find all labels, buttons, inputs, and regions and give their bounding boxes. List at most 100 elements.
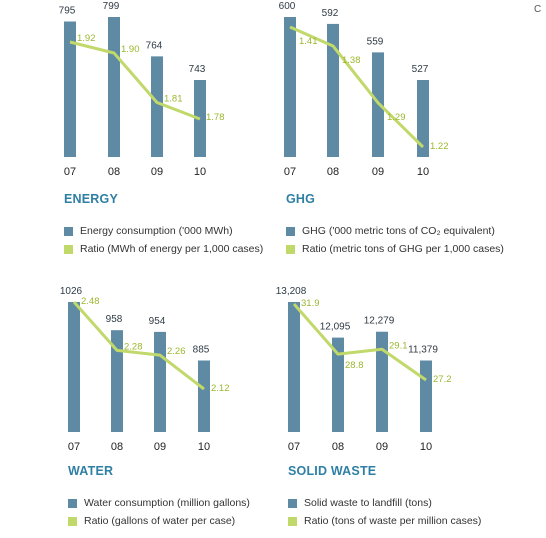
ratio-value-label: 29.1 bbox=[389, 340, 408, 351]
bar-value-label: 592 bbox=[322, 8, 339, 19]
ratio-value-label: 1.22 bbox=[430, 141, 449, 152]
x-tick-label: 07 bbox=[64, 166, 76, 178]
ratio-value-label: 1.81 bbox=[164, 94, 183, 105]
bar-value-label: 600 bbox=[279, 1, 296, 12]
legend: Water consumption (million gallons) Rati… bbox=[68, 494, 250, 530]
bar-value-label: 11,379 bbox=[408, 345, 438, 356]
energy-chart: 795 07 799 08 764 09 743 10 1.92 1.90 1.81 1.78 bbox=[59, 1, 225, 178]
bar bbox=[376, 331, 388, 432]
x-tick-label: 10 bbox=[194, 166, 206, 178]
bar bbox=[288, 302, 300, 432]
bar bbox=[327, 23, 339, 157]
bar bbox=[151, 56, 163, 157]
ghg-chart: 600 07 592 08 559 09 527 10 1.41 1.38 1.29 1.22 bbox=[279, 1, 449, 178]
bar-value-label: 13,208 bbox=[276, 286, 307, 297]
x-tick-label: 08 bbox=[111, 441, 123, 453]
legend-label: Water consumption (million gallons) bbox=[84, 497, 250, 509]
legend-label: Energy consumption ('000 MWh) bbox=[80, 225, 233, 237]
bar-value-label: 799 bbox=[103, 1, 120, 12]
bar-value-label: 958 bbox=[106, 314, 123, 325]
x-tick-label: 07 bbox=[68, 441, 80, 453]
ratio-value-label: 1.78 bbox=[206, 112, 225, 123]
legend-swatch-ratio bbox=[68, 516, 77, 526]
chart-title: GHG bbox=[286, 192, 316, 206]
bar-value-label: 559 bbox=[367, 36, 384, 47]
legend-swatch-bar bbox=[286, 226, 295, 236]
x-tick-label: 09 bbox=[154, 441, 166, 453]
x-tick-label: 10 bbox=[198, 441, 210, 453]
ratio-line bbox=[72, 301, 205, 391]
solid-waste-chart: 13,208 07 12,095 08 12,279 09 11,379 10 31.9 28.8… bbox=[276, 286, 452, 453]
ratio-value-label: 2.28 bbox=[124, 341, 143, 352]
x-tick-label: 08 bbox=[332, 441, 344, 453]
ratio-line bbox=[69, 40, 201, 121]
ratio-value-label: 1.38 bbox=[342, 55, 361, 66]
bar-value-label: 795 bbox=[59, 6, 76, 17]
ratio-line bbox=[292, 303, 427, 382]
bar-value-label: 12,279 bbox=[364, 316, 395, 327]
ratio-value-label: 1.90 bbox=[121, 44, 140, 55]
legend-item-bar: Energy consumption ('000 MWh) bbox=[64, 222, 263, 240]
ratio-value-label: 1.92 bbox=[77, 33, 96, 44]
x-tick-label: 08 bbox=[108, 166, 120, 178]
bar-value-label: 954 bbox=[149, 316, 166, 327]
bar bbox=[154, 331, 166, 432]
bar bbox=[417, 80, 429, 157]
legend-item-ratio: Ratio (MWh of energy per 1,000 cases) bbox=[64, 240, 263, 258]
x-tick-label: 09 bbox=[376, 441, 388, 453]
legend: Solid waste to landfill (tons) Ratio (to… bbox=[288, 494, 481, 530]
legend-swatch-ratio bbox=[64, 244, 73, 254]
x-tick-label: 10 bbox=[417, 166, 429, 178]
x-tick-label: 07 bbox=[288, 441, 300, 453]
ratio-value-label: 31.9 bbox=[301, 298, 320, 309]
ratio-value-label: 1.29 bbox=[387, 112, 406, 123]
x-tick-label: 09 bbox=[151, 166, 163, 178]
bar bbox=[111, 330, 123, 432]
chart-title: ENERGY bbox=[64, 192, 118, 206]
legend-label: Ratio (tons of waste per million cases) bbox=[304, 515, 482, 527]
ratio-value-label: 2.12 bbox=[211, 383, 230, 394]
x-tick-label: 09 bbox=[372, 166, 384, 178]
x-tick-label: 08 bbox=[327, 166, 339, 178]
legend-item-bar: Water consumption (million gallons) bbox=[68, 494, 250, 512]
bar-value-label: 743 bbox=[189, 64, 206, 75]
chart-title: WATER bbox=[68, 464, 114, 478]
chart-title: SOLID WASTE bbox=[288, 464, 377, 478]
solid-waste-chart-panel: 13,208 07 12,095 08 12,279 09 11,379 10 31.9 28.8… bbox=[276, 268, 546, 533]
bar bbox=[284, 17, 296, 157]
ratio-value-label: 28.8 bbox=[345, 360, 364, 371]
ratio-value-label: 2.48 bbox=[81, 296, 100, 307]
bar bbox=[68, 302, 80, 432]
legend-swatch-bar bbox=[64, 226, 73, 236]
x-tick-label: 07 bbox=[284, 166, 296, 178]
legend-item-bar: GHG ('000 metric tons of CO₂ equivalent) bbox=[286, 222, 504, 240]
ratio-value-label: 2.26 bbox=[167, 346, 186, 357]
legend: GHG ('000 metric tons of CO₂ equivalent)… bbox=[286, 222, 504, 258]
bar-value-label: 885 bbox=[193, 345, 210, 356]
legend-swatch-ratio bbox=[288, 516, 297, 526]
legend-label: Ratio (gallons of water per case) bbox=[84, 515, 236, 527]
legend-item-ratio: Ratio (tons of waste per million cases) bbox=[288, 512, 481, 530]
bar bbox=[108, 17, 120, 157]
bar-value-label: 1026 bbox=[60, 286, 83, 297]
bar bbox=[420, 360, 432, 432]
water-chart-panel: 1026 07 958 08 954 09 885 10 2.48 2.28 2.26 2.12 WA… bbox=[0, 268, 270, 533]
legend-item-bar: Solid waste to landfill (tons) bbox=[288, 494, 481, 512]
x-tick-label: 10 bbox=[420, 441, 432, 453]
ghg-chart-panel: 600 07 592 08 559 09 527 10 1.41 1.38 1.29 1.22 GHG… bbox=[276, 0, 546, 265]
water-chart: 1026 07 958 08 954 09 885 10 2.48 2.28 2.26 2.12 bbox=[60, 286, 230, 453]
legend-swatch-bar bbox=[68, 498, 77, 508]
legend-label: GHG ('000 metric tons of CO₂ equivalent) bbox=[302, 225, 495, 237]
legend-label: Ratio (MWh of energy per 1,000 cases) bbox=[80, 243, 264, 255]
bar bbox=[198, 360, 210, 432]
ratio-value-label: 27.2 bbox=[433, 374, 452, 385]
legend: Energy consumption ('000 MWh) Ratio (MWh… bbox=[64, 222, 263, 258]
legend-item-ratio: Ratio (metric tons of GHG per 1,000 case… bbox=[286, 240, 504, 258]
bar-value-label: 527 bbox=[412, 64, 429, 75]
bar bbox=[332, 337, 344, 432]
ratio-line bbox=[289, 25, 425, 149]
energy-chart-panel: 795 07 799 08 764 09 743 10 1.92 1.90 1.81 1.78 ENE… bbox=[0, 0, 270, 265]
corner-mark: C bbox=[534, 4, 542, 15]
legend-label: Solid waste to landfill (tons) bbox=[304, 497, 432, 509]
